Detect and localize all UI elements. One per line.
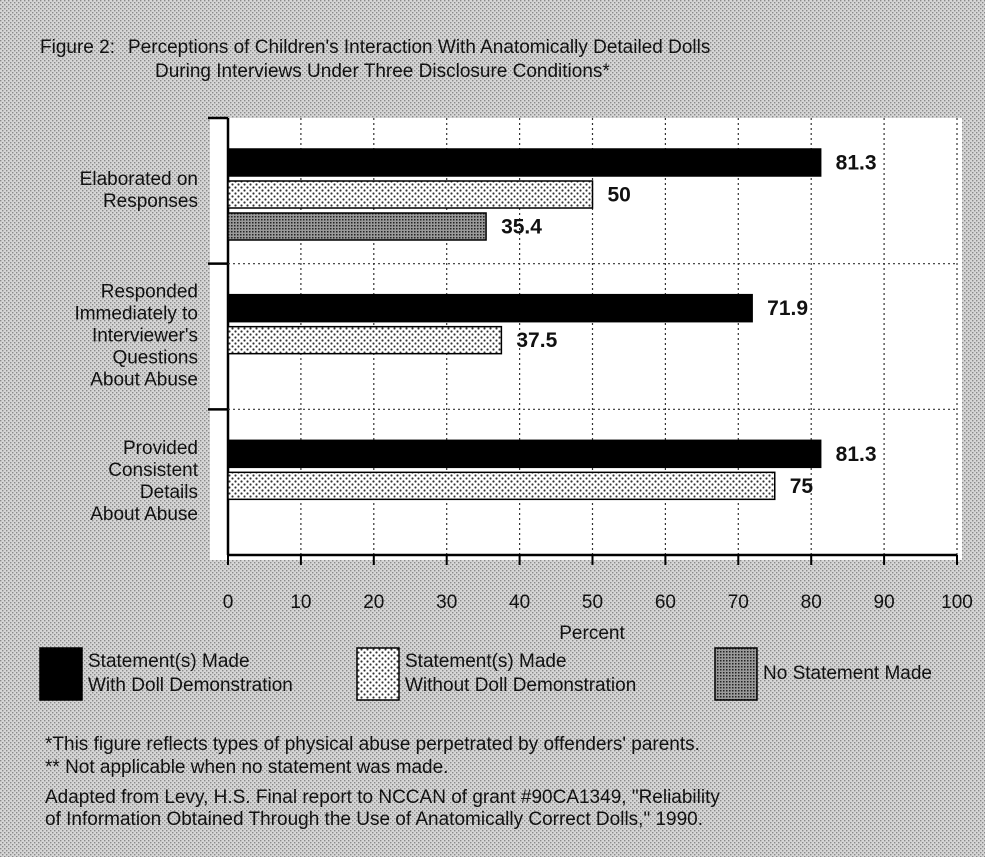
x-axis-label: Percent: [559, 623, 625, 644]
value-label: 75: [790, 475, 814, 498]
x-tick-label: 20: [363, 592, 384, 613]
bar: [227, 212, 487, 241]
y-tick-label: Details: [140, 482, 198, 503]
bar: [227, 180, 594, 209]
x-tick-label: 80: [801, 592, 822, 613]
x-tick-label: 50: [582, 592, 603, 613]
title-label: Figure 2:: [40, 37, 115, 58]
x-tick-label: 70: [728, 592, 749, 613]
bar: [227, 293, 753, 323]
y-tick-label: About Abuse: [90, 370, 198, 391]
note: ** Not applicable when no statement was …: [45, 757, 448, 778]
x-tick-label: 60: [655, 592, 676, 613]
note: of Information Obtained Through the Use …: [45, 809, 703, 830]
legend-swatch: [356, 647, 400, 701]
y-tick-label: Consistent: [108, 460, 198, 481]
value-label: 50: [608, 184, 631, 207]
chart-title: During Interviews Under Three Disclosure…: [155, 61, 610, 82]
y-tick-label: Responses: [103, 191, 198, 212]
bar: [227, 471, 776, 501]
y-tick-label: Elaborated on: [80, 169, 198, 190]
note: Adapted from Levy, H.S. Final report to …: [45, 787, 720, 808]
y-tick-label: Provided: [123, 438, 198, 459]
legend-label: With Doll Demonstration: [88, 675, 293, 696]
legend-label: No Statement Made: [763, 663, 932, 684]
value-label: 81.3: [836, 152, 877, 175]
x-tick-label: 40: [509, 592, 530, 613]
value-label: 81.3: [836, 443, 877, 466]
chart-title: Perceptions of Children's Interaction Wi…: [128, 37, 710, 58]
y-tick-label: Responded: [101, 282, 198, 303]
x-tick-label: 30: [436, 592, 457, 613]
value-label: 37.5: [516, 329, 557, 352]
y-tick-label: Questions: [112, 348, 198, 369]
x-tick-label: 90: [874, 592, 895, 613]
bar: [227, 325, 503, 355]
x-tick-label: 0: [223, 592, 234, 613]
legend-label: Without Doll Demonstration: [405, 675, 636, 696]
bar: [227, 439, 822, 469]
x-tick-label: 100: [941, 592, 973, 613]
y-tick-label: Interviewer's: [92, 326, 198, 347]
y-tick-label: About Abuse: [90, 504, 198, 525]
x-tick-label: 10: [290, 592, 311, 613]
legend-label: Statement(s) Made: [88, 651, 250, 672]
legend-label: Statement(s) Made: [405, 651, 567, 672]
bar: [227, 148, 822, 177]
y-tick-label: Immediately to: [74, 304, 198, 325]
value-label: 71.9: [767, 297, 808, 320]
note: *This figure reflects types of physical …: [45, 734, 700, 755]
legend-swatch: [714, 647, 758, 701]
legend-swatch: [39, 647, 83, 701]
value-label: 35.4: [501, 216, 542, 239]
